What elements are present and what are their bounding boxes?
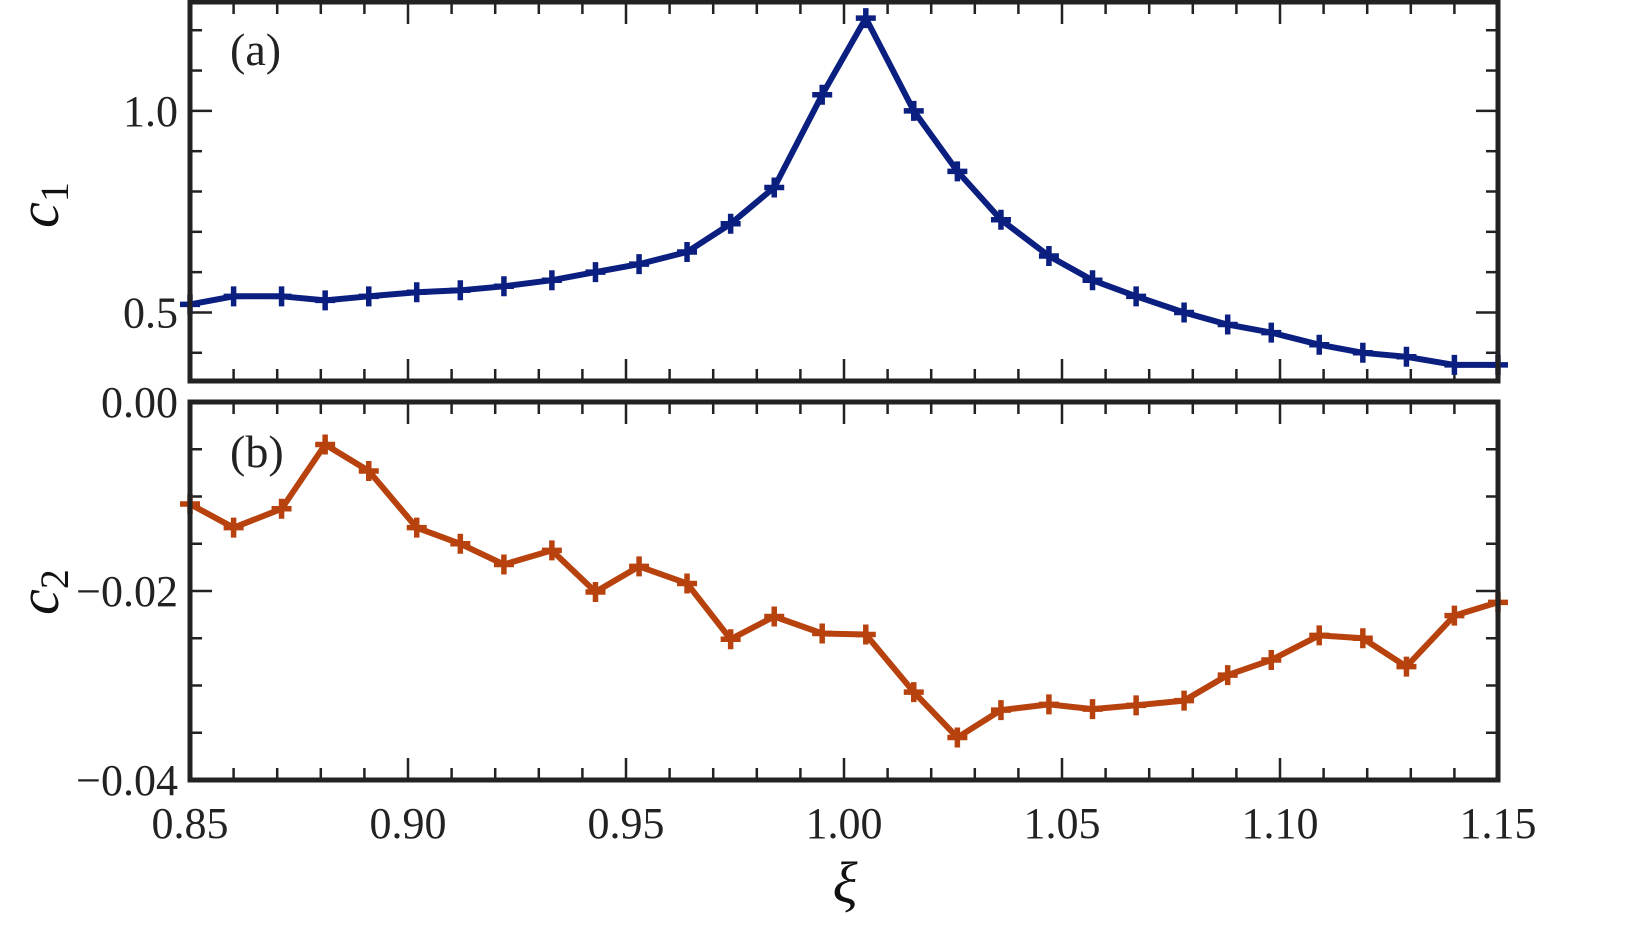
panel-b-ylabel: c2 <box>6 569 77 615</box>
panel-b-data-point <box>1396 656 1417 677</box>
panel-a-data-point <box>720 213 741 234</box>
x-tick-label: 0.90 <box>370 799 447 848</box>
x-tick-label: 0.95 <box>588 799 665 848</box>
panel-a-ytick-label: 0.5 <box>123 288 178 337</box>
panel-b-data-point <box>1352 628 1373 649</box>
panel-a-data-point <box>677 241 698 262</box>
panel-b-data-point <box>315 434 336 455</box>
svg-text:c1: c1 <box>6 182 77 228</box>
panel-b-data-point <box>812 623 833 644</box>
panel-b-data-point <box>450 533 471 554</box>
panel-a-data-point <box>855 8 876 29</box>
panel-a-data-point <box>585 262 606 283</box>
panel-b-data-point <box>855 624 876 645</box>
panel-b-data-point <box>947 727 968 748</box>
panel-b-ylabel-main: c <box>6 589 71 615</box>
panel-b-data-point <box>1309 625 1330 646</box>
panel-a-data-point <box>1082 270 1103 291</box>
panel-a-data-point <box>271 286 292 307</box>
panel-b-data-point <box>629 556 650 577</box>
panel-a-data-point <box>1217 314 1238 335</box>
x-tick-label: 0.85 <box>152 799 229 848</box>
panel-a-data-point <box>450 280 471 301</box>
panel-b-data-point <box>1261 649 1282 670</box>
panel-b-data-point <box>903 682 924 703</box>
svg-text:c2: c2 <box>6 569 77 615</box>
panel-b-data-point <box>677 573 698 594</box>
panel-a-label: (a) <box>230 24 281 75</box>
panel-a-data-point <box>1038 246 1059 267</box>
panel-b-data-point <box>1217 665 1238 686</box>
panel-a-data-point <box>541 270 562 291</box>
panel-a-series-line <box>189 15 1498 368</box>
panel-a-data-point <box>358 286 379 307</box>
panel-b-data-point <box>1126 695 1147 716</box>
panel-a-data-point <box>315 290 336 311</box>
panel-a-frame <box>187 0 1501 384</box>
panel-a-ylabel-main: c <box>6 202 71 228</box>
panel-a-data-point <box>493 276 514 297</box>
panel-b-series-line <box>188 441 1499 741</box>
x-tick-label: 1.10 <box>1242 799 1319 848</box>
panel-a-data-point <box>406 282 427 303</box>
panel-b-data-point <box>1082 699 1103 720</box>
panel-a-data-point <box>1174 302 1195 323</box>
panel-a-data-point <box>629 254 650 275</box>
panel-a-ytick-label: 1.0 <box>123 87 178 136</box>
panel-b-data-point <box>271 498 292 519</box>
panel-b-data-point <box>585 581 606 602</box>
panel-b-ytick-label: −0.02 <box>76 567 178 616</box>
panel-b-data-point <box>1174 690 1195 711</box>
x-tick-label: 1.15 <box>1460 799 1537 848</box>
panel-a-data-point <box>990 209 1011 230</box>
panel-a-data-point <box>1309 334 1330 355</box>
panel-b-label: (b) <box>230 426 284 477</box>
panel-a-data-point <box>223 286 244 307</box>
panel-b-data-point <box>990 700 1011 721</box>
panel-a-data-point <box>1444 354 1465 375</box>
panel-b-ytick-label: 0.00 <box>101 378 178 427</box>
panel-b-data-point <box>358 460 379 481</box>
panel-b-ytick-label: −0.04 <box>76 756 178 805</box>
panel-a-data-point <box>947 161 968 182</box>
x-tick-label: 1.00 <box>806 799 883 848</box>
panel-b-data-point <box>764 606 785 627</box>
panel-b-data-point <box>493 554 514 575</box>
panel-a-data-point <box>1352 342 1373 363</box>
x-tick-label: 1.05 <box>1024 799 1101 848</box>
panel-b-frame <box>187 399 1501 783</box>
panel-b-data-point <box>223 517 244 538</box>
x-axis-label: ξ <box>833 850 858 915</box>
panel-b-data-point <box>406 517 427 538</box>
panel-b-ylabel-sub: 2 <box>32 569 77 589</box>
panel-a-data-point <box>812 84 833 105</box>
panel-a-data-point <box>1396 346 1417 367</box>
panel-b: −0.04 −0.02 0.00 0.85 0.90 0.95 1.00 1.05 1.10 1.… <box>76 378 1536 848</box>
panel-a: 0.5 1.0 <box>123 0 1508 384</box>
panel-b-data-point <box>541 540 562 561</box>
panel-a-data-point <box>903 100 924 121</box>
panel-b-data-point <box>1444 605 1465 626</box>
panel-a-data-point <box>764 177 785 198</box>
panel-a-data-point <box>1261 322 1282 343</box>
panel-a-ylabel: c1 <box>6 182 77 228</box>
panel-b-data-point <box>1038 694 1059 715</box>
panel-a-data-point <box>1126 286 1147 307</box>
panel-b-data-point <box>720 629 741 650</box>
panel-a-ylabel-sub: 1 <box>32 182 77 202</box>
